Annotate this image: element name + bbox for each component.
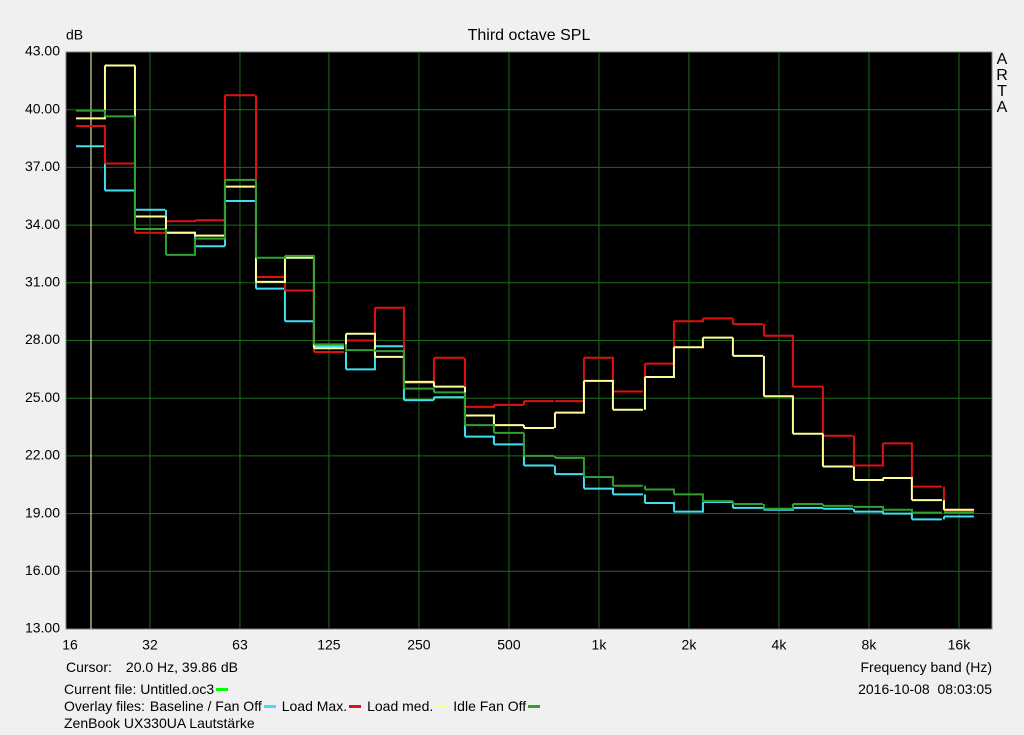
cursor-row: Cursor: 20.0 Hz, 39.86 dB <box>66 659 238 675</box>
chart: dB Third octave SPL 13.00 16.00 19.00 22.00… <box>25 27 993 653</box>
x-axis-label: Frequency band (Hz) <box>860 659 992 675</box>
cursor-label: Cursor: <box>66 659 112 675</box>
y-axis-label: dB <box>66 27 83 43</box>
cursor-value: 20.0 Hz, 39.86 dB <box>125 659 238 675</box>
y-tick-label: 40.00 <box>25 100 60 116</box>
note: ZenBook UX330UA Lautstärke <box>64 715 255 731</box>
x-tick-label: 500 <box>497 637 521 653</box>
legend-swatch <box>435 704 448 708</box>
logo: ARTA <box>996 51 1008 116</box>
x-tick-label: 32 <box>142 637 158 653</box>
x-tick-label: 4k <box>772 637 788 653</box>
current-file: Current file: Untitled.oc3 <box>64 681 215 697</box>
y-tick-label: 25.00 <box>25 389 60 405</box>
legend-swatch <box>263 704 276 708</box>
y-tick-label: 13.00 <box>25 620 60 636</box>
y-tick-label: 37.00 <box>25 158 60 174</box>
y-tick-label: 19.00 <box>25 504 60 520</box>
y-tick-label: 43.00 <box>25 43 60 59</box>
legend-swatch <box>528 704 541 708</box>
y-tick-label: 16.00 <box>25 562 60 578</box>
x-tick-label: 2k <box>682 637 698 653</box>
legend-swatch <box>349 704 362 708</box>
legend-label: Load med. <box>367 698 434 714</box>
y-tick-label: 22.00 <box>25 447 60 463</box>
x-tick-label: 1k <box>592 637 608 653</box>
current-file-swatch <box>216 687 229 691</box>
x-tick-label: 250 <box>407 637 431 653</box>
x-tick-label: 63 <box>232 637 248 653</box>
x-tick-label: 125 <box>317 637 341 653</box>
legend-label: Load Max. <box>281 698 348 714</box>
y-tick-label: 31.00 <box>25 274 60 290</box>
x-tick-label: 16 <box>62 637 78 653</box>
legend: Overlay files: Baseline / Fan Off Load Ma… <box>64 698 546 714</box>
overlay-label: Overlay files: <box>64 698 145 714</box>
chart-title: Third octave SPL <box>468 27 591 44</box>
y-tick-label: 28.00 <box>25 331 60 347</box>
timestamp: 2016-10-08 08:03:05 <box>858 681 992 697</box>
current-file-row: Current file: Untitled.oc3 <box>64 681 234 697</box>
x-tick-label: 8k <box>862 637 878 653</box>
x-tick-label: 16k <box>948 637 972 653</box>
legend-label: Idle Fan Off <box>453 698 527 714</box>
legend-label: Baseline / Fan Off <box>149 698 262 714</box>
y-tick-label: 34.00 <box>25 216 60 232</box>
